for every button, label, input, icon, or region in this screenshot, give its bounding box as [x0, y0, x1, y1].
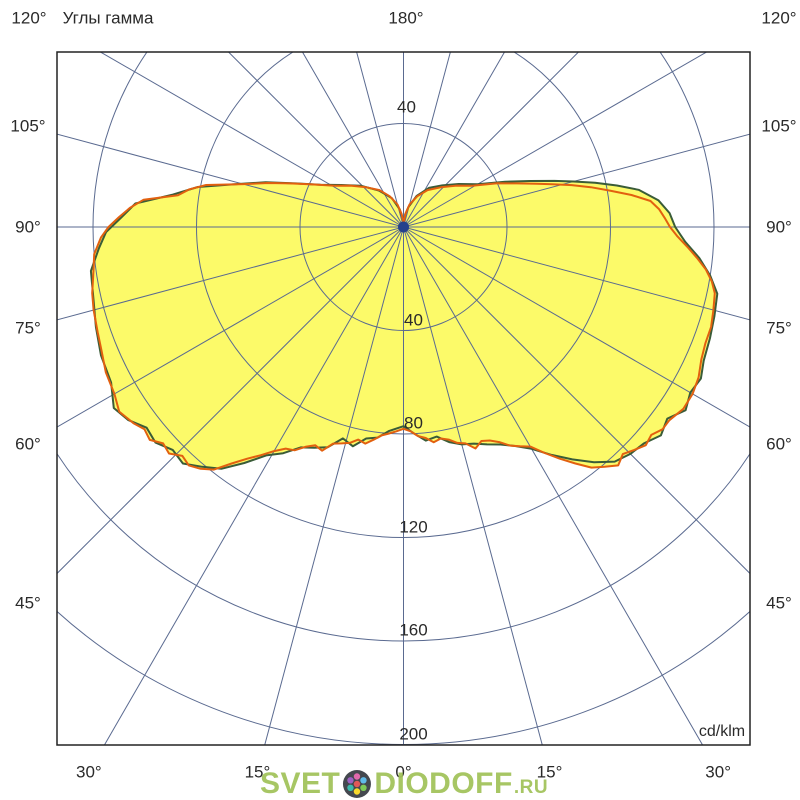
radial-label-40: 40 — [404, 310, 423, 329]
radial-label-120: 120 — [399, 517, 428, 536]
angle-label-bottom-30: 30° — [705, 762, 731, 782]
angle-label-bottom--15: 15° — [244, 762, 271, 782]
angle-label-right-45: 45° — [766, 593, 792, 612]
radial-label-200: 200 — [399, 724, 428, 743]
logo-dot — [360, 777, 368, 784]
logo-dot — [347, 784, 355, 791]
chart-title: Углы гамма — [62, 8, 154, 28]
angle-label-left-105: 105° — [10, 116, 46, 136]
watermark-logo-icon — [343, 770, 372, 798]
angle-label-bottom-15: 15° — [536, 762, 563, 782]
angle-label-180: 180° — [388, 8, 424, 28]
angle-label-right-60: 60° — [766, 434, 792, 454]
units-label: cd/klm — [698, 723, 746, 740]
angle-label-left-45: 45° — [15, 593, 41, 612]
watermark: SVET DIODOFF .RU — [260, 767, 548, 800]
pole-marker — [398, 221, 409, 233]
angle-label-right-105: 105° — [761, 116, 797, 136]
radial-label-80: 80 — [404, 413, 423, 433]
watermark-text-1: SVET — [259, 767, 341, 800]
plot-border — [56, 51, 751, 746]
logo-dot — [360, 784, 368, 791]
logo-dot — [354, 788, 361, 795]
logo-dot — [347, 777, 355, 784]
angle-label-right-75: 75° — [766, 318, 792, 338]
logo-dot — [354, 780, 361, 788]
angle-label-left-60: 60° — [15, 434, 41, 454]
logo-dot — [354, 773, 361, 780]
radial-label-top-40: 40 — [397, 97, 416, 116]
angle-label-left-90: 90° — [15, 217, 41, 237]
angle-label-bottom--30: 30° — [75, 762, 102, 782]
radial-label-160: 160 — [399, 620, 428, 640]
angle-label-top-right-120: 120° — [761, 8, 797, 28]
angle-label-right-90: 90° — [766, 217, 792, 237]
intensity-curve-plane-C0-C180 — [89, 179, 719, 470]
watermark-text-2: DIODOFF — [374, 767, 513, 800]
angle-label-bottom-0: 0° — [395, 762, 412, 782]
intensity-curve-plane-C90-C270 — [91, 182, 716, 471]
watermark-suffix: .RU — [513, 777, 549, 798]
angle-label-top-left-120: 120° — [11, 8, 47, 28]
angle-label-left-75: 75° — [15, 318, 41, 338]
